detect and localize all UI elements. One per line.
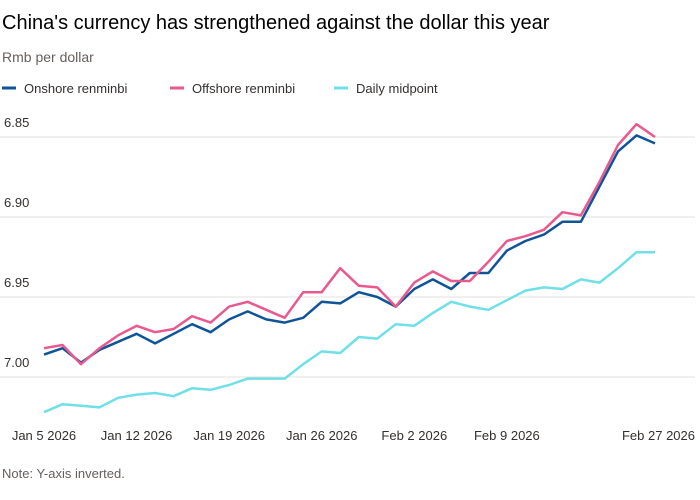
y-tick-label: 7.00 bbox=[4, 355, 29, 370]
legend-label: Offshore renminbi bbox=[192, 81, 295, 96]
chart-subtitle: Rmb per dollar bbox=[2, 49, 94, 65]
x-tick-label: Jan 19 2026 bbox=[193, 428, 265, 443]
x-tick-label: Jan 12 2026 bbox=[101, 428, 173, 443]
series-line bbox=[43, 134, 656, 364]
x-tick-label: Feb 9 2026 bbox=[474, 428, 540, 443]
y-tick-label: 6.95 bbox=[4, 275, 29, 290]
series-line bbox=[43, 122, 656, 366]
legend-label: Daily midpoint bbox=[356, 81, 438, 96]
x-tick-label: Jan 26 2026 bbox=[286, 428, 358, 443]
chart-note: Note: Y-axis inverted. bbox=[2, 466, 125, 481]
y-tick-label: 6.85 bbox=[4, 115, 29, 130]
x-tick-label: Feb 2 2026 bbox=[381, 428, 447, 443]
y-tick-label: 6.90 bbox=[4, 195, 29, 210]
legend-label: Onshore renminbi bbox=[24, 81, 127, 96]
x-tick-label: Jan 5 2026 bbox=[12, 428, 76, 443]
x-tick-label: Feb 27 2026 bbox=[622, 428, 695, 443]
series-line bbox=[43, 250, 655, 414]
chart-title: China's currency has strengthened agains… bbox=[2, 12, 550, 34]
